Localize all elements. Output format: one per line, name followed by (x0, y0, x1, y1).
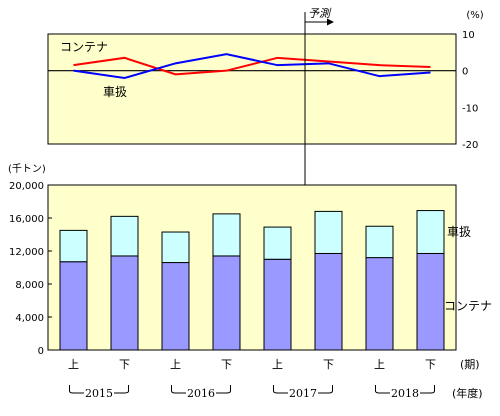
bar-wagon (314, 210, 343, 254)
series-label-container: コンテナ (60, 40, 108, 54)
x-category-labels: 上下上下上下上下 (68, 358, 436, 371)
bar-wagon (212, 213, 241, 257)
x-tick-label: 上 (374, 358, 385, 371)
bar-wagon (59, 229, 88, 263)
line-y-tick-label: -10 (462, 103, 478, 114)
bar-y-tick-label: 4,000 (15, 313, 44, 324)
x-tick-label: 下 (221, 358, 232, 371)
year-label: 2017 (289, 387, 317, 400)
year-bracket-right (114, 385, 129, 394)
bar-wagon (263, 226, 292, 260)
bar-y-tick-label: 16,000 (9, 214, 44, 225)
series-label-wagon: 車扱 (103, 85, 127, 99)
bar-container (110, 255, 139, 351)
year-bracket-left (171, 385, 186, 394)
legend-wagon: 車扱 (447, 225, 471, 239)
year-bracket-right (420, 385, 435, 394)
bar-wagon (365, 225, 394, 259)
x-tick-label: 下 (119, 358, 130, 371)
bar-group (59, 210, 445, 351)
bar-container (314, 252, 343, 351)
line-y-tick-label: 10 (462, 30, 475, 41)
bar-y-tick-label: 0 (38, 346, 44, 357)
period-label: (期) (460, 358, 480, 371)
bar-plot-area (47, 184, 457, 351)
bar-y-tick-label: 20,000 (9, 181, 44, 192)
line-series-group (73, 53, 431, 80)
bar-y-tick-label: 12,000 (9, 247, 44, 258)
year-label: 2015 (85, 387, 113, 400)
bar-unit-label: (千トン) (8, 163, 46, 175)
bar-wagon (416, 210, 445, 254)
bar-container (263, 258, 292, 351)
year-bracket-right (216, 385, 231, 394)
bar-container (416, 252, 445, 351)
bar-container (365, 257, 394, 351)
year-brackets: 2015 2016 2017 2018 (69, 385, 435, 400)
line-unit-label: (%) (466, 10, 483, 21)
x-tick-label: 上 (272, 358, 283, 371)
year-bracket-left (375, 385, 390, 394)
legend-container: コンテナ (444, 299, 492, 313)
year-bracket-left (273, 385, 288, 394)
bar-container (59, 261, 88, 351)
year-label: 2018 (391, 387, 419, 400)
line-series-0 (73, 56, 431, 76)
year-bracket-left (69, 385, 84, 394)
line-y-tick-label: -20 (462, 140, 478, 151)
forecast-label: 予測 (308, 7, 332, 20)
year-bracket-right (318, 385, 333, 394)
bar-container (212, 255, 241, 351)
line-plot-area (47, 33, 457, 145)
year-axis-label: (年度) (452, 386, 483, 400)
bar-container (161, 262, 190, 351)
x-tick-label: 上 (68, 358, 79, 371)
x-tick-label: 下 (323, 358, 334, 371)
bar-y-axis: 0 4,000 8,000 12,000 16,000 20,000 (9, 181, 52, 357)
x-tick-label: 上 (170, 358, 181, 371)
bar-wagon (110, 215, 139, 257)
x-tick-label: 下 (425, 358, 436, 371)
line-series-1 (73, 53, 431, 80)
year-label: 2016 (187, 387, 215, 400)
bar-y-tick-label: 8,000 (15, 280, 44, 291)
forecast-arrow-head (327, 18, 334, 26)
bar-wagon (161, 231, 190, 264)
line-y-axis: 10 0 -10 -20 (462, 30, 478, 151)
line-y-tick-label: 0 (462, 67, 468, 78)
